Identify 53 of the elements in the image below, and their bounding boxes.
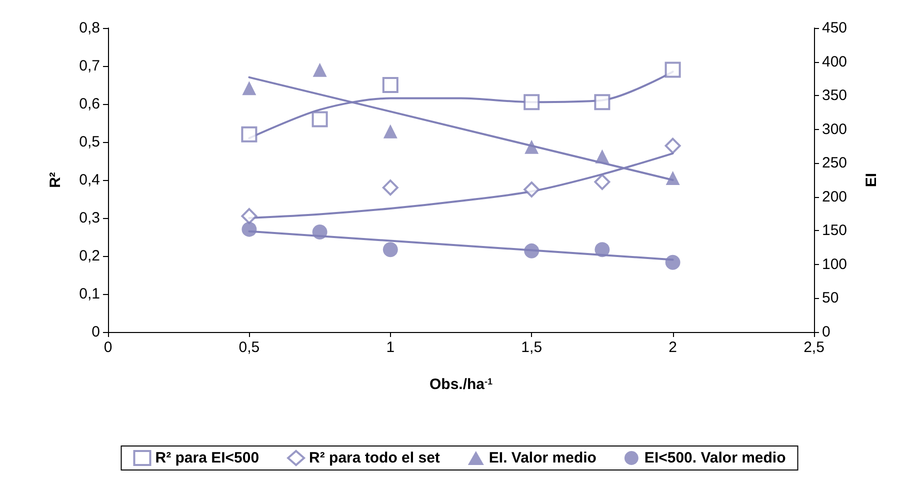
y2-tick-label: 450	[822, 20, 848, 36]
point	[312, 111, 328, 128]
legend-label: EI. Valor medio	[488, 450, 596, 466]
y2-tick-label: 0	[822, 324, 830, 340]
y2-tick-label: 250	[822, 154, 848, 172]
y-tick-label: 0,1	[79, 286, 100, 302]
y-tick-label: 0,3	[79, 210, 100, 226]
point	[594, 242, 610, 258]
x-tick-label: 1,5	[521, 339, 542, 356]
x-tick-label: 1	[386, 339, 395, 356]
y-axis-title: R²	[47, 172, 64, 188]
point	[595, 149, 610, 164]
x-tick-label: 0,5	[238, 339, 260, 356]
y-tick-label: 0,8	[79, 20, 100, 36]
point	[524, 94, 540, 110]
point	[383, 124, 398, 138]
point	[382, 180, 398, 196]
y2-tick-label: 350	[822, 87, 848, 104]
point	[665, 254, 680, 270]
y2-tick-label: 400	[822, 53, 848, 70]
point	[524, 243, 540, 258]
y-tick-label: 0,5	[79, 134, 100, 150]
legend-label: R² para todo el set	[309, 450, 440, 466]
point	[664, 62, 681, 78]
y-tick-label: 0,4	[79, 172, 100, 188]
point	[312, 224, 328, 240]
point	[594, 94, 610, 110]
point	[241, 208, 258, 224]
x-tick-label: 2,5	[804, 339, 824, 356]
y2-tick-label: 150	[822, 222, 848, 240]
y2-tick-label: 50	[822, 290, 839, 307]
point	[382, 77, 398, 93]
point	[312, 62, 327, 77]
y-tick-label: 0,6	[79, 96, 100, 112]
y2-axis-title: EI	[863, 172, 880, 188]
y2-tick-label: 100	[822, 256, 848, 273]
x-tick-label: 0	[104, 339, 112, 356]
y-tick-label: 0	[92, 324, 100, 340]
y-tick-label: 0,7	[79, 58, 100, 74]
y2-tick-label: 200	[822, 188, 848, 206]
legend-label: EI<500. Valor medio	[644, 450, 786, 466]
point	[241, 126, 258, 142]
point	[666, 170, 680, 185]
point	[242, 81, 256, 96]
point	[242, 222, 257, 237]
legend-label: R² para EI<500	[155, 450, 260, 466]
point	[524, 140, 539, 154]
point	[382, 242, 398, 258]
y-tick-label: 0,2	[79, 248, 100, 264]
point	[664, 138, 681, 154]
x-tick-label: 2	[668, 339, 677, 356]
point	[524, 182, 540, 198]
y2-tick-label: 300	[822, 120, 848, 138]
